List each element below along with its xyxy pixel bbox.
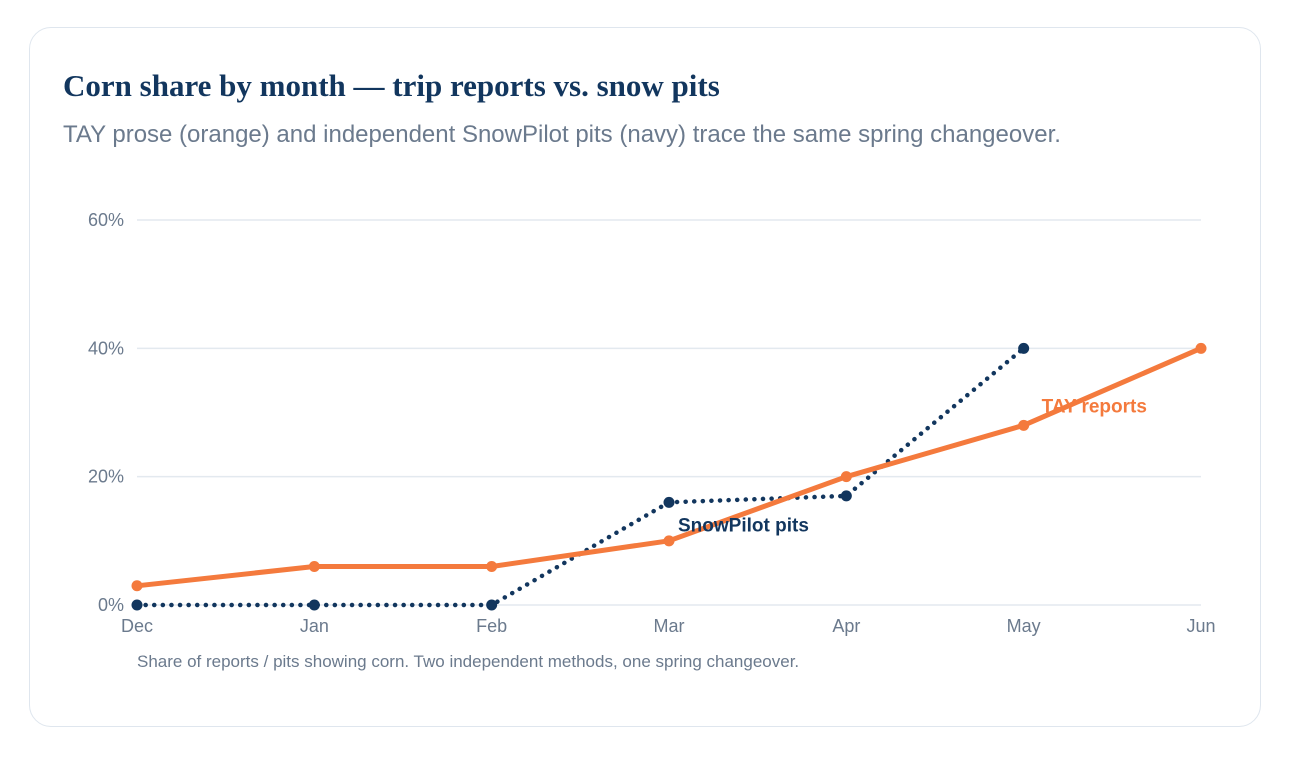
y-tick-label: 60% [88, 210, 124, 230]
chart-title: Corn share by month — trip reports vs. s… [63, 68, 720, 103]
snowpilot-pits-point [131, 599, 143, 611]
chart-card [29, 27, 1261, 727]
x-tick-label: Feb [476, 616, 507, 636]
snowpilot-pits-point [663, 496, 675, 508]
tay-reports-point [131, 580, 143, 592]
snowpilot-pits-label: SnowPilot pits [678, 515, 809, 536]
tay-reports-point [308, 561, 320, 572]
y-axis: 0% 20% 40% 60% [88, 210, 124, 615]
tay-reports-point [1195, 342, 1207, 354]
x-tick-label: Dec [121, 616, 153, 636]
y-tick-label: 20% [88, 467, 124, 487]
x-axis: Dec Jan Feb Mar Apr May Jun [121, 616, 1216, 636]
chart-subtitle: TAY prose (orange) and independent SnowP… [63, 121, 1061, 148]
series-labels: TAY reports SnowPilot pits [678, 396, 1147, 536]
tay-reports-point [486, 561, 498, 572]
x-tick-label: Jun [1186, 616, 1215, 636]
chart-note: Share of reports / pits showing corn. Tw… [137, 652, 799, 671]
tay-reports-point [840, 471, 852, 483]
snowpilot-pits-point [840, 490, 852, 502]
y-tick-label: 0% [98, 595, 124, 615]
x-tick-label: May [1007, 616, 1041, 636]
x-tick-label: Apr [832, 616, 860, 636]
snowpilot-pits-point [308, 599, 320, 611]
series-layer [131, 342, 1207, 611]
snowpilot-pits-point [486, 599, 498, 611]
tay-reports-point [663, 535, 675, 547]
tay-reports-label: TAY reports [1042, 396, 1147, 417]
x-tick-label: Jan [300, 616, 329, 636]
tay-reports-point [1018, 419, 1030, 431]
x-tick-label: Mar [654, 616, 685, 636]
snowpilot-pits-point [1018, 342, 1030, 354]
y-tick-label: 40% [88, 338, 124, 358]
tay-reports-line [134, 345, 1204, 589]
